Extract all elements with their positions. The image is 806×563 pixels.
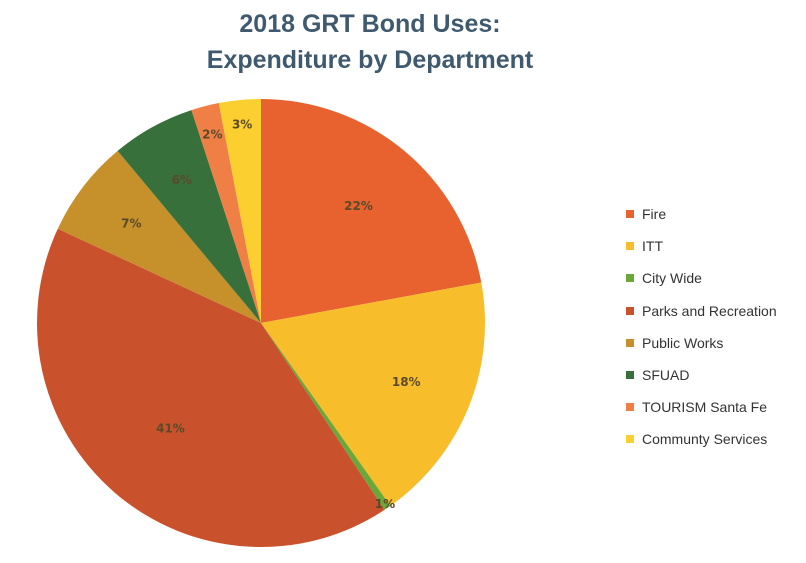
- legend-label: Fire: [642, 206, 667, 223]
- legend-label: City Wide: [642, 270, 702, 287]
- chart-title: 2018 GRT Bond Uses: Expenditure by Depar…: [0, 6, 740, 78]
- pie-slice-itt: [261, 282, 486, 506]
- legend-item-city-wide: City Wide: [626, 262, 777, 294]
- data-label-fire: 22%: [344, 199, 373, 213]
- data-label-itt: 18%: [392, 375, 421, 389]
- legend-swatch: [626, 274, 634, 283]
- chart-title-line-2: Expenditure by Department: [206, 46, 534, 74]
- legend-label: SFUAD: [642, 367, 690, 384]
- legend-swatch: [626, 306, 634, 315]
- legend-item-parks-and-recreation: Parks and Recreation: [626, 295, 777, 327]
- legend-label: Parks and Recreation: [642, 302, 777, 319]
- chart-title-line-1: 2018 GRT Bond Uses:: [239, 10, 501, 38]
- legend-item-itt: ITT: [626, 230, 777, 262]
- pie-slice-public-works: [57, 150, 262, 323]
- pie-slice-communty-services: [218, 99, 261, 323]
- pie-slice-tourism-santa-fe: [191, 103, 261, 324]
- pie-slice-city-wide: [261, 323, 391, 510]
- legend: Fire ITT City Wide Parks and Recreation Publ…: [626, 198, 777, 456]
- pie-slice-parks-and-recreation: [36, 228, 385, 547]
- legend-swatch: [626, 403, 634, 412]
- legend-label: ITT: [642, 238, 663, 255]
- legend-item-tourism-santa-fe: TOURISM Santa Fe: [626, 391, 777, 423]
- data-label-parks-and-recreation: 41%: [156, 421, 185, 435]
- legend-swatch: [626, 242, 634, 251]
- data-label-communty-services: 3%: [232, 118, 252, 132]
- data-label-sfuad: 6%: [172, 173, 192, 187]
- legend-item-sfuad: SFUAD: [626, 359, 777, 391]
- legend-label: Communty Services: [642, 431, 768, 448]
- legend-swatch: [626, 338, 634, 347]
- legend-swatch: [626, 210, 634, 219]
- data-label-city-wide: 1%: [375, 497, 395, 511]
- data-label-public-works: 7%: [121, 216, 141, 230]
- legend-label: Public Works: [642, 334, 724, 351]
- legend-item-public-works: Public Works: [626, 327, 777, 359]
- legend-label: TOURISM Santa Fe: [642, 399, 768, 416]
- legend-item-fire: Fire: [626, 198, 777, 230]
- pie-slice-fire: [261, 99, 482, 323]
- pie-slice-sfuad: [117, 110, 262, 324]
- legend-swatch: [626, 371, 634, 380]
- data-label-tourism-santa-fe: 2%: [202, 127, 222, 141]
- legend-item-communty-services: Communty Services: [626, 423, 777, 455]
- legend-swatch: [626, 435, 634, 444]
